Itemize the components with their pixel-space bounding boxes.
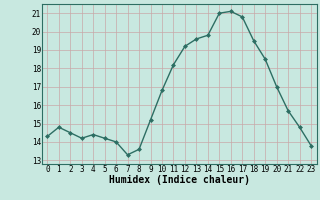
X-axis label: Humidex (Indice chaleur): Humidex (Indice chaleur) — [109, 175, 250, 185]
